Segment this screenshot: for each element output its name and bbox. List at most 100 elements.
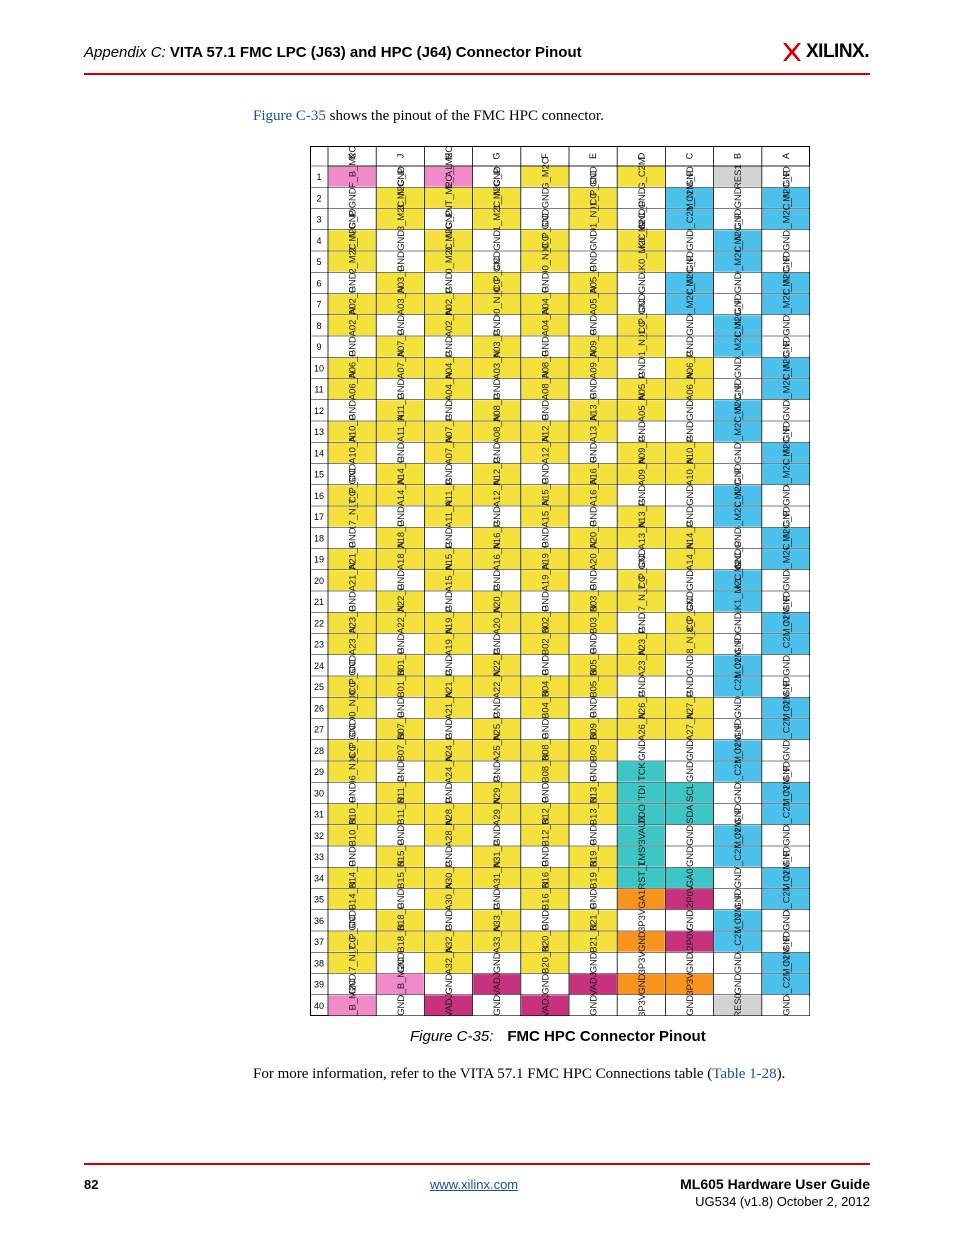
svg-text:GA1: GA1 [636,890,647,909]
svg-text:DP7_M2C_N: DP7_M2C_N [732,404,743,459]
svg-text:GND: GND [588,995,599,1016]
svg-text:GBTCLK1_M2C_P: GBTCLK1_M2C_P [732,541,743,620]
svg-text:HA17_N_CC: HA17_N_CC [347,489,358,543]
pin-cell: DP9_C2M_N [713,659,762,714]
svg-text:GND: GND [636,208,647,229]
svg-text:GND: GND [588,825,599,846]
svg-text:GND: GND [780,421,791,442]
svg-text:VREF_A_M2C: VREF_A_M2C [443,146,454,207]
svg-text:DP5_M2C_P: DP5_M2C_P [780,511,791,566]
pin-cell: CLK2_M2C_P [328,210,377,270]
svg-text:DP8_C2M_N: DP8_C2M_N [732,744,743,799]
pin-cell: HA18_N [376,541,425,577]
svg-text:LA28_N: LA28_N [443,818,454,852]
svg-text:GND: GND [539,527,550,548]
svg-text:LA20_N: LA20_N [491,606,502,640]
svg-text:LA08_N: LA08_N [491,415,502,449]
svg-text:DP2_M2C_P: DP2_M2C_P [780,256,791,311]
pin-cell: LA19_P [424,606,473,640]
pin-cell: DP3_C2M_N [761,787,810,842]
svg-text:GND: GND [539,655,550,676]
svg-text:GND: GND [732,803,743,824]
pin-cell: CLK3_M2C_N [376,189,425,249]
svg-text:HB10_P: HB10_P [347,797,358,832]
svg-text:GND: GND [539,336,550,357]
svg-text:3P3V: 3P3V [636,951,647,975]
svg-text:GND: GND [588,761,599,782]
row-number: 19 [314,555,324,565]
svg-text:GND: GND [491,952,502,973]
svg-text:GBTCLK0_M2C_N: GBTCLK0_M2C_N [636,222,647,302]
pin-cell: GND [713,378,762,400]
pin-cell: GND [761,994,810,1016]
svg-text:GND: GND [395,761,406,782]
svg-text:LA00_P_CC: LA00_P_CC [491,257,502,309]
pin-cell: GND [713,186,762,208]
svg-text:GND: GND [684,570,695,591]
svg-text:DP1_C2M_N: DP1_C2M_N [780,617,791,672]
svg-text:DP4_M2C_N: DP4_M2C_N [780,447,791,502]
pin-cell: HA09_N [569,350,618,386]
pin-cell: GND [713,548,762,570]
svg-text:DP1_M2C_N: DP1_M2C_N [780,192,791,247]
svg-text:HB05_N: HB05_N [588,669,599,704]
pin-cell: DP7_M2C_P [713,383,762,438]
svg-text:PG_C2M: PG_C2M [636,157,647,196]
pin-cell: DP6_M2C_N [713,489,762,544]
svg-text:GND: GND [780,910,791,931]
svg-text:GND: GND [395,442,406,463]
pin-cell: GND [617,973,666,995]
svg-text:GND: GND [684,485,695,506]
row-number: 38 [314,958,324,968]
svg-text:HB11_P: HB11_P [395,776,406,810]
svg-text:HA01_N_CC: HA01_N_CC [588,192,599,246]
svg-text:GND: GND [395,506,406,527]
pin-cell: GND [761,930,810,952]
website-link[interactable]: www.xilinx.com [430,1177,519,1192]
pin-cell: HA22_P [376,584,425,619]
table-link[interactable]: Table 1-28 [712,1066,777,1082]
svg-text:HB18_N: HB18_N [395,924,406,959]
svg-text:TRST_L: TRST_L [636,860,647,895]
pin-cell: GND [424,909,473,931]
pin-cell: GND [472,888,521,910]
pin-cell: DP3_C2M_P [761,766,810,820]
pin-cell: GND [328,654,377,676]
svg-text:LA01_P_CC: LA01_P_CC [636,299,647,351]
pin-cell: GND [520,335,569,357]
svg-text:HA00_P_CC: HA00_P_CC [539,213,550,267]
svg-text:GND: GND [780,336,791,357]
pin-cell: HA17_N_CC [328,489,377,544]
svg-text:HB14_P: HB14_P [347,860,358,895]
pin-cell: CLK0_M2C_N [424,231,473,292]
figure-link[interactable]: Figure C-35 [253,108,326,124]
svg-text:LA32_N: LA32_N [443,946,454,980]
svg-text:TCK: TCK [636,762,647,781]
svg-text:HA06_N: HA06_N [347,371,358,406]
pin-cell: GND [520,654,569,676]
svg-text:HA22_N: HA22_N [395,605,406,640]
pin-cell: LA05_N [617,393,666,427]
pin-cell: GND [424,399,473,421]
pin-cell: LA22_P [472,649,521,682]
pin-cell: GND [472,250,521,272]
pin-cell: DP0_C2M_P [665,171,714,225]
svg-text:LA13_N: LA13_N [636,521,647,555]
pin-cell: GND [472,378,521,400]
pin-cell: GND [665,569,714,591]
pin-cell: LA13_P [617,500,666,533]
row-number: 13 [314,427,324,437]
svg-text:GND: GND [539,463,550,484]
svg-text:GND: GND [636,973,647,994]
pin-cell: GND [472,824,521,846]
pin-cell: GND [328,271,377,293]
column-header: F [540,153,550,159]
pin-cell: GND [376,633,425,655]
row-number: 16 [314,491,324,501]
svg-text:GND: GND [684,952,695,973]
pin-cell: GND [713,463,762,485]
column-header: B [733,153,743,159]
pin-cell: LA28_P [424,797,473,831]
svg-text:GND: GND [780,995,791,1016]
pin-cell: LA24_P [424,734,473,767]
